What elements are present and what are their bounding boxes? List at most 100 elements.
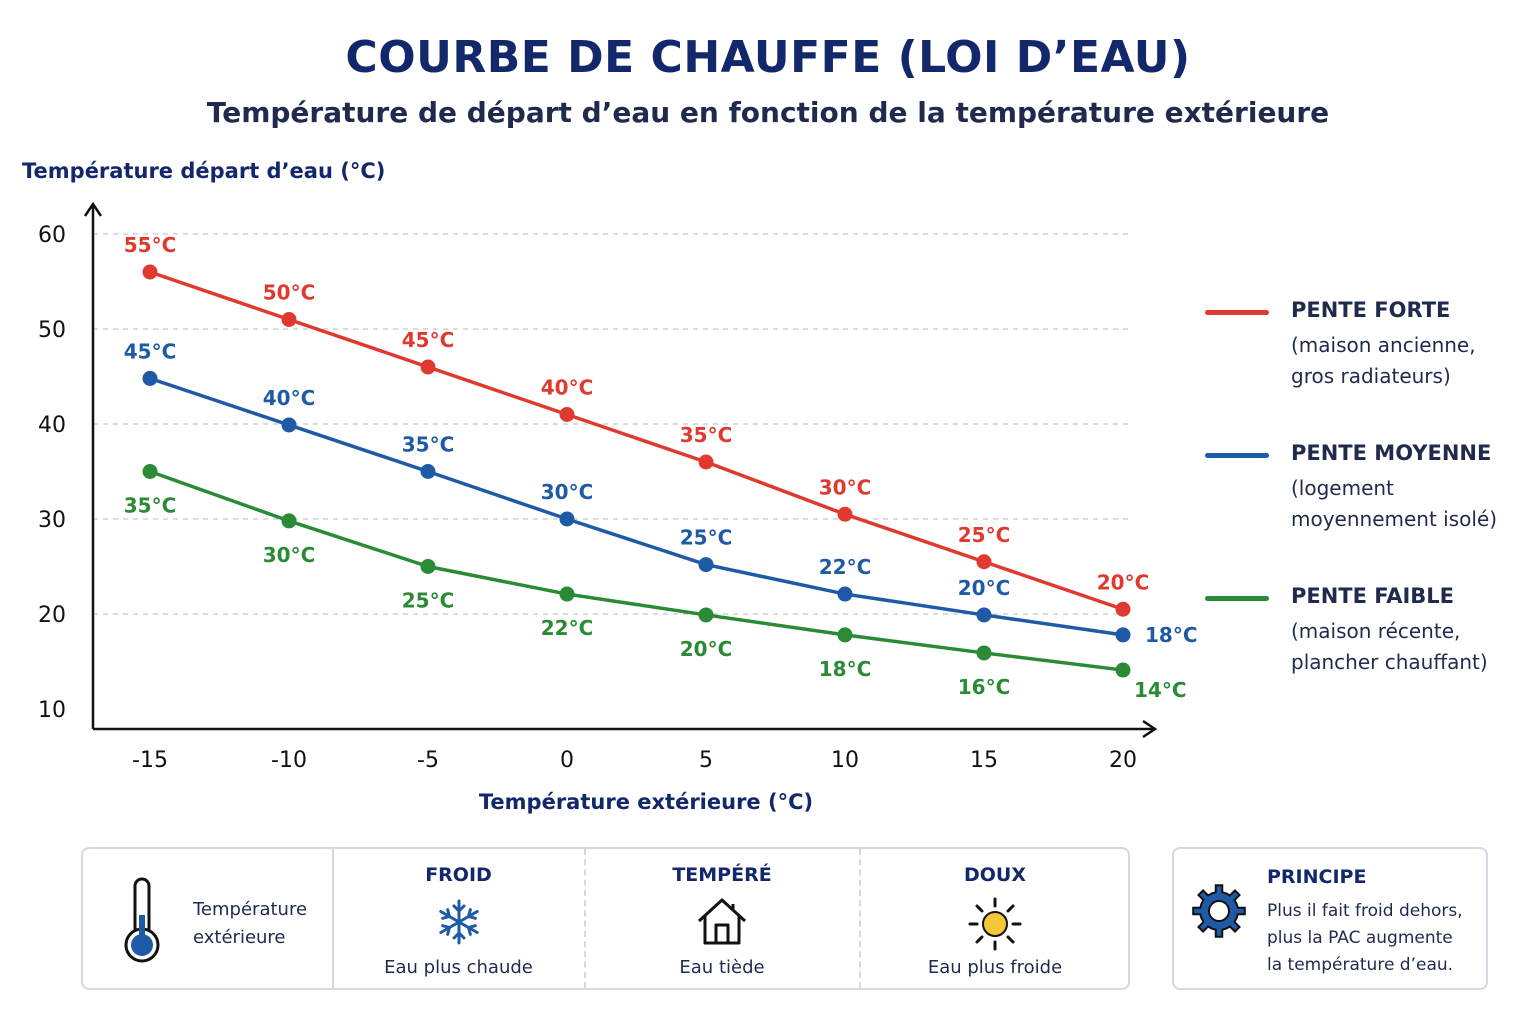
data-point (837, 506, 853, 522)
data-point (976, 607, 992, 623)
y-tick-label: 50 (38, 318, 66, 343)
legend-desc-line: plancher chauffant) (1291, 650, 1488, 674)
data-point (420, 559, 436, 574)
data-label: 25°C (958, 523, 1011, 547)
data-point (142, 370, 158, 386)
data-label: 16°C (958, 675, 1011, 699)
principe-text-line: Plus il fait froid dehors, (1267, 901, 1463, 921)
data-label: 25°C (680, 526, 733, 550)
x-tick-label: -10 (271, 748, 307, 773)
x-tick-label: 0 (560, 748, 574, 773)
x-tick-label: 10 (831, 748, 859, 773)
y-axis-arrow (83, 201, 103, 217)
data-label: 22°C (819, 555, 872, 579)
y-tick-label: 30 (38, 508, 66, 533)
legend-swatch-forte (1205, 310, 1269, 315)
thermometer-icon (124, 877, 160, 963)
froid-caption: Eau plus chaude (384, 957, 533, 978)
data-label: 40°C (263, 386, 316, 410)
data-point (281, 417, 297, 433)
data-point (1115, 662, 1131, 678)
x-tick-label: 15 (970, 748, 998, 773)
legend-swatch-faible (1205, 596, 1269, 601)
principe-panel: PRINCIPE Plus il fait froid dehors, plus… (1172, 847, 1488, 990)
principe-title: PRINCIPE (1267, 866, 1367, 888)
data-point (559, 407, 575, 422)
info-panel: Température extérieure FROID Eau plus ch… (81, 847, 1130, 990)
data-point (698, 607, 714, 623)
data-label: 25°C (402, 589, 455, 613)
data-point (698, 557, 714, 573)
data-point (1115, 601, 1131, 617)
chart-title: COURBE DE CHAUFFE (LOI D’EAU) (345, 32, 1191, 83)
series-line-0 (149, 270, 1124, 611)
thermo-label-line: Température (193, 899, 308, 920)
tempere-caption: Eau tiède (679, 957, 765, 978)
gear-icon (1192, 884, 1246, 938)
data-label: 14°C (1134, 678, 1187, 702)
doux-caption: Eau plus froide (927, 957, 1063, 978)
legend-label-faible: PENTE FAIBLE (1291, 584, 1455, 608)
divider (859, 849, 861, 988)
data-label: 22°C (541, 616, 594, 640)
y-tick-label: 10 (38, 698, 66, 723)
y-axis-title: Température départ d’eau (°C) (22, 159, 385, 183)
legend-desc-forte: (maison ancienne, gros radiateurs) (1291, 330, 1531, 392)
data-point (837, 586, 853, 602)
data-point (559, 586, 575, 602)
data-point (976, 645, 992, 661)
data-point (281, 513, 297, 529)
data-label: 50°C (263, 281, 316, 305)
legend-desc-faible: (maison récente, plancher chauffant) (1291, 616, 1531, 678)
data-label: 45°C (402, 328, 455, 352)
data-label: 30°C (819, 475, 872, 499)
x-tick-label: 20 (1109, 748, 1137, 773)
legend-label-forte: PENTE FORTE (1291, 298, 1451, 322)
y-tick-label: 60 (38, 223, 66, 248)
data-label: 35°C (402, 433, 455, 457)
data-point (559, 511, 575, 527)
x-tick-label: -15 (132, 748, 168, 773)
x-tick-label: -5 (417, 748, 439, 773)
data-label: 30°C (263, 543, 316, 567)
legend-desc-moyenne: (logement moyennement isolé) (1291, 473, 1531, 535)
data-point (142, 464, 158, 479)
froid-title: FROID (425, 864, 492, 886)
doux-title: DOUX (963, 864, 1026, 886)
principe-text: Plus il fait froid dehors, plus la PAC a… (1267, 898, 1482, 979)
data-point (142, 264, 158, 280)
principe-text-line: plus la PAC augmente (1267, 928, 1453, 948)
house-icon (697, 898, 747, 945)
data-label: 35°C (680, 423, 733, 447)
data-point (1115, 627, 1131, 643)
froid-cell: FROID Eau plus chaude (333, 849, 584, 988)
data-point (420, 359, 436, 375)
tempere-cell: TEMPÉRÉ Eau tiède (585, 849, 859, 988)
data-label: 20°C (680, 637, 733, 661)
legend-label-moyenne: PENTE MOYENNE (1291, 441, 1492, 465)
divider (584, 849, 586, 988)
principe-text-line: la température d’eau. (1267, 955, 1454, 975)
series-line-2 (149, 469, 1124, 672)
doux-cell: DOUX Eau plus froide (860, 849, 1130, 988)
thermo-label: Température extérieure (193, 896, 307, 952)
data-point (420, 464, 436, 479)
data-point (976, 554, 992, 570)
data-label: 18°C (819, 657, 872, 681)
data-label: 30°C (541, 480, 594, 504)
series-line-1 (149, 376, 1124, 637)
data-label: 40°C (541, 376, 594, 400)
legend-desc-line: (logement (1291, 476, 1394, 500)
line-chart: 10 20 30 40 50 60 -15 -10 -5 0 5 10 15 20 Température … (22, 159, 1198, 814)
thermo-cell: Température extérieure (83, 849, 333, 988)
tempere-title: TEMPÉRÉ (672, 864, 772, 886)
y-tick-label: 20 (38, 603, 66, 628)
x-axis-arrow (1142, 719, 1158, 739)
legend-desc-line: (maison ancienne, (1291, 333, 1476, 357)
data-label: 18°C (1145, 623, 1198, 647)
data-point (281, 312, 297, 327)
data-point (698, 454, 714, 470)
x-tick-label: 5 (699, 748, 713, 773)
data-label: 20°C (958, 576, 1011, 600)
legend-desc-line: (maison récente, (1291, 619, 1461, 643)
